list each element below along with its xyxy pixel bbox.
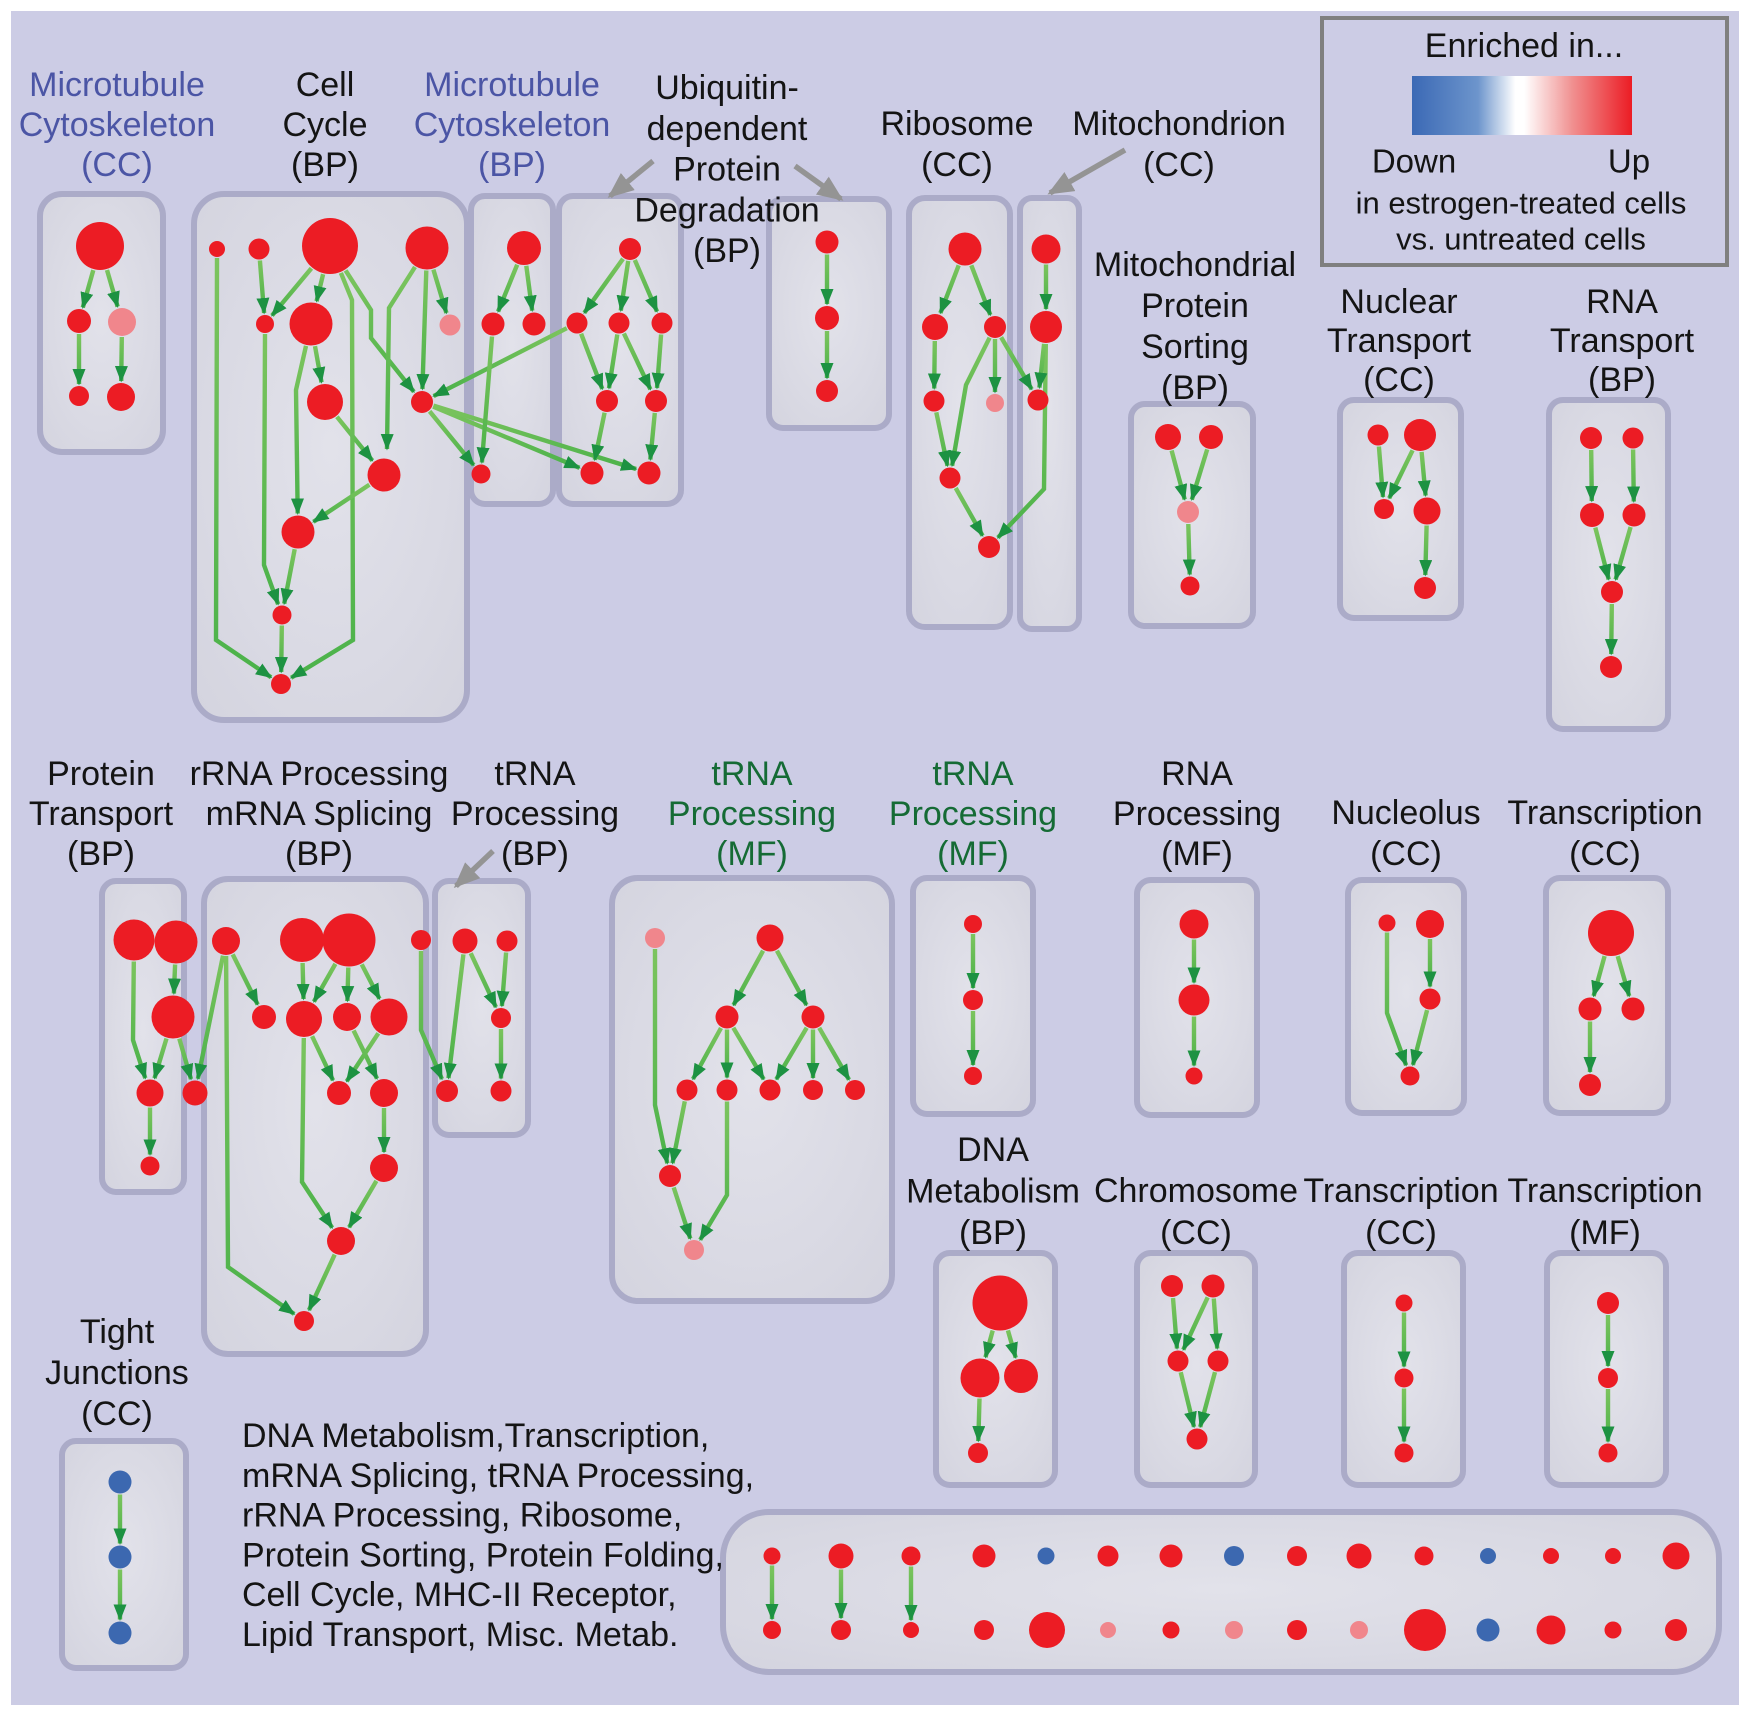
svg-text:Transcription: Transcription <box>1507 794 1702 832</box>
svg-text:(CC): (CC) <box>1143 146 1215 184</box>
svg-text:Mitochondrion: Mitochondrion <box>1072 105 1286 143</box>
svg-text:Protein: Protein <box>47 755 155 793</box>
svg-text:Chromosome: Chromosome <box>1094 1172 1298 1210</box>
svg-text:tRNA: tRNA <box>494 755 576 793</box>
svg-text:(MF): (MF) <box>1161 835 1233 873</box>
svg-text:(MF): (MF) <box>1569 1214 1641 1252</box>
svg-text:Metabolism: Metabolism <box>906 1173 1080 1211</box>
svg-text:Transcription: Transcription <box>1303 1172 1498 1210</box>
svg-text:Ubiquitin-: Ubiquitin- <box>655 69 799 107</box>
svg-text:Ribosome: Ribosome <box>880 105 1033 143</box>
svg-text:Protein: Protein <box>1141 287 1249 325</box>
svg-text:(CC): (CC) <box>1370 835 1442 873</box>
svg-text:Transport: Transport <box>1550 322 1695 360</box>
svg-text:Transcription: Transcription <box>1507 1172 1702 1210</box>
svg-text:Enriched in...: Enriched in... <box>1425 27 1623 65</box>
svg-text:Transport: Transport <box>29 795 174 833</box>
svg-text:(CC): (CC) <box>1365 1214 1437 1252</box>
svg-text:(CC): (CC) <box>1569 835 1641 873</box>
svg-text:Processing: Processing <box>668 795 836 833</box>
svg-text:(BP): (BP) <box>693 232 761 270</box>
svg-text:mRNA Splicing, tRNA Processing: mRNA Splicing, tRNA Processing, <box>242 1457 754 1495</box>
svg-text:tRNA: tRNA <box>711 755 793 793</box>
svg-text:Protein Sorting, Protein Foldi: Protein Sorting, Protein Folding, <box>242 1536 724 1574</box>
svg-text:Cytoskeleton: Cytoskeleton <box>414 106 611 144</box>
svg-text:Cycle: Cycle <box>282 106 367 144</box>
svg-text:DNA: DNA <box>957 1131 1029 1169</box>
svg-text:Junctions: Junctions <box>45 1354 189 1392</box>
svg-text:Nuclear: Nuclear <box>1340 283 1457 321</box>
svg-text:Microtubule: Microtubule <box>29 66 205 104</box>
svg-text:Processing: Processing <box>1113 795 1281 833</box>
svg-text:Tight: Tight <box>80 1313 155 1351</box>
svg-text:(CC): (CC) <box>81 1395 153 1433</box>
svg-text:(BP): (BP) <box>959 1214 1027 1252</box>
svg-text:(BP): (BP) <box>1161 369 1229 407</box>
svg-text:(CC): (CC) <box>1160 1214 1232 1252</box>
svg-text:(BP): (BP) <box>478 146 546 184</box>
svg-text:Cytoskeleton: Cytoskeleton <box>19 106 216 144</box>
svg-text:Sorting: Sorting <box>1141 328 1249 366</box>
svg-text:RNA: RNA <box>1586 283 1658 321</box>
svg-text:vs. untreated cells: vs. untreated cells <box>1396 222 1646 257</box>
svg-text:Mitochondrial: Mitochondrial <box>1094 246 1296 284</box>
svg-text:rRNA Processing, Ribosome,: rRNA Processing, Ribosome, <box>242 1497 682 1535</box>
svg-text:Microtubule: Microtubule <box>424 66 600 104</box>
svg-text:(CC): (CC) <box>921 146 993 184</box>
svg-text:(MF): (MF) <box>716 835 788 873</box>
svg-text:mRNA Splicing: mRNA Splicing <box>206 795 433 833</box>
svg-text:Nucleolus: Nucleolus <box>1331 794 1480 832</box>
svg-text:(MF): (MF) <box>937 835 1009 873</box>
svg-text:Lipid Transport, Misc. Metab.: Lipid Transport, Misc. Metab. <box>242 1616 679 1654</box>
svg-text:(BP): (BP) <box>291 146 359 184</box>
svg-text:Degradation: Degradation <box>634 191 819 229</box>
svg-text:in estrogen-treated cells: in estrogen-treated cells <box>1356 186 1687 221</box>
svg-text:(CC): (CC) <box>81 146 153 184</box>
svg-text:DNA Metabolism,Transcription,: DNA Metabolism,Transcription, <box>242 1417 709 1455</box>
svg-text:tRNA: tRNA <box>932 755 1014 793</box>
svg-text:rRNA Processing: rRNA Processing <box>190 755 449 793</box>
svg-text:RNA: RNA <box>1161 755 1233 793</box>
svg-text:Processing: Processing <box>889 795 1057 833</box>
svg-text:(BP): (BP) <box>285 835 353 873</box>
svg-text:Processing: Processing <box>451 795 619 833</box>
svg-text:Cell Cycle, MHC-II Receptor,: Cell Cycle, MHC-II Receptor, <box>242 1576 677 1614</box>
svg-text:dependent: dependent <box>647 110 808 148</box>
svg-text:Protein: Protein <box>673 151 781 189</box>
svg-text:Transport: Transport <box>1327 322 1472 360</box>
svg-text:(BP): (BP) <box>1588 361 1656 399</box>
svg-text:(BP): (BP) <box>501 835 569 873</box>
svg-text:Down: Down <box>1372 143 1456 180</box>
svg-text:(CC): (CC) <box>1363 361 1435 399</box>
svg-text:Up: Up <box>1608 143 1650 180</box>
svg-text:(BP): (BP) <box>67 835 135 873</box>
svg-text:Cell: Cell <box>296 66 355 104</box>
